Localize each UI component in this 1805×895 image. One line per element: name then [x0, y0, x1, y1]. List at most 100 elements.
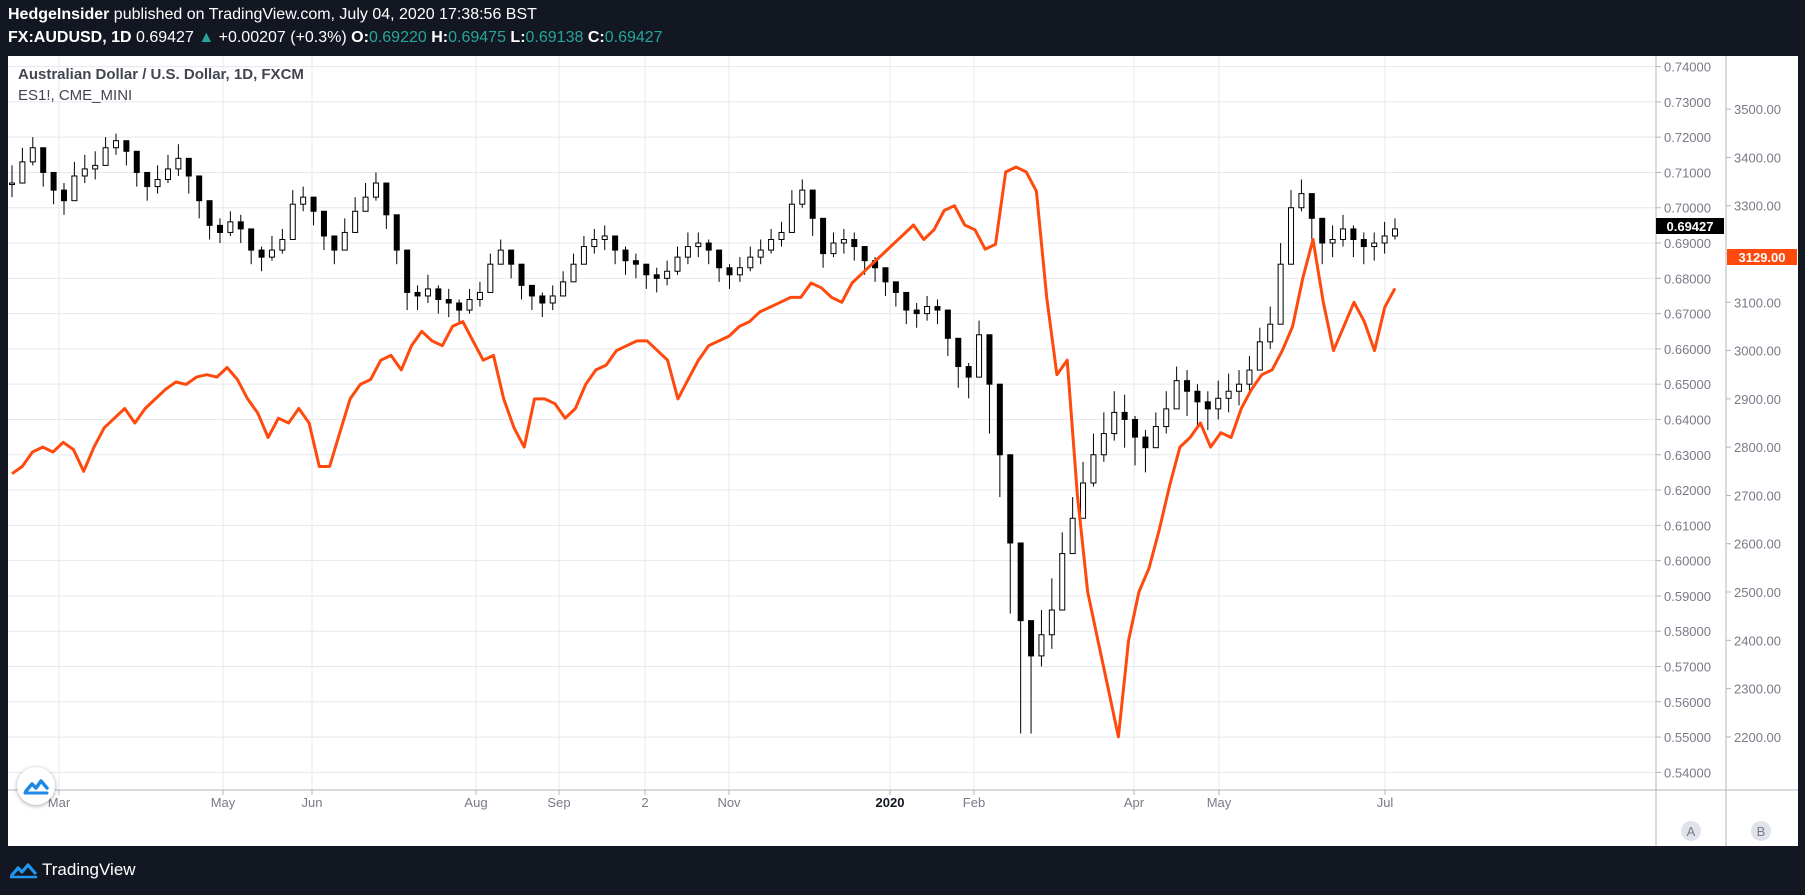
candle: [601, 235, 608, 241]
candle: [840, 239, 847, 244]
low-label: L:: [510, 29, 526, 46]
scale-button-a[interactable]: A: [1681, 821, 1701, 841]
symbol-label[interactable]: FX:AUDUSD, 1D: [8, 29, 132, 46]
candle: [518, 263, 525, 286]
candle: [528, 284, 535, 297]
x-tick-label: Mar: [48, 795, 71, 810]
scale-button-a-bg[interactable]: [1681, 821, 1701, 841]
close-value: 0.69427: [604, 29, 663, 46]
last-price-tag-audusd: 0.69427: [1656, 218, 1724, 234]
legend-overlay-series[interactable]: ES1!, CME_MINI: [18, 87, 133, 104]
candle: [445, 298, 452, 304]
candle: [300, 196, 307, 205]
price-tick-label: 0.54000: [1664, 765, 1711, 780]
candle: [1069, 517, 1076, 555]
price-tick-label: 0.61000: [1664, 518, 1711, 533]
price-tick-label: 0.69000: [1664, 236, 1711, 251]
candle: [705, 242, 712, 251]
candle: [1308, 193, 1315, 219]
candle: [175, 157, 182, 170]
candle: [612, 235, 619, 251]
chart-header: HedgeInsider published on TradingView.co…: [0, 0, 1805, 56]
scale-button-b-bg[interactable]: [1751, 821, 1771, 841]
es-price-tick-label: 3400.00: [1734, 150, 1781, 165]
candle: [903, 291, 910, 311]
candle: [632, 260, 639, 265]
chart-svg[interactable]: 0.74000 0.73000 0.72000 0.71000 0.70000 0.690…: [8, 56, 1798, 846]
price-tick-label: 0.70000: [1664, 201, 1711, 216]
candle: [1184, 380, 1191, 392]
candle: [476, 291, 483, 300]
candle: [913, 309, 920, 315]
candle: [102, 147, 109, 166]
candle: [19, 161, 26, 184]
candle: [1319, 217, 1326, 244]
footer-brand-label[interactable]: TradingView: [42, 860, 136, 879]
candle: [1152, 426, 1159, 449]
candle: [60, 189, 67, 202]
candle: [1142, 436, 1149, 449]
candle: [1163, 408, 1170, 428]
candle: [1256, 341, 1263, 371]
price-tick-label: 0.68000: [1664, 271, 1711, 286]
publisher-name[interactable]: HedgeInsider: [8, 6, 110, 23]
candle: [1340, 228, 1347, 241]
candle: [1267, 323, 1274, 343]
legend-main-series[interactable]: Australian Dollar / U.S. Dollar, 1D, FXC…: [18, 66, 304, 83]
candle: [216, 224, 223, 233]
price-tick-label: 0.56000: [1664, 695, 1711, 710]
candle: [664, 270, 671, 279]
candle: [92, 164, 99, 170]
scale-button-b-label[interactable]: B: [1757, 824, 1766, 839]
es-price-tick-label: 2900.00: [1734, 392, 1781, 407]
candle: [684, 246, 691, 258]
candle: [1204, 401, 1211, 410]
candle: [50, 171, 57, 191]
x-tick-label: Sep: [547, 795, 570, 810]
scale-button-b[interactable]: B: [1751, 821, 1771, 841]
x-tick-label: 2020: [876, 795, 905, 810]
candle: [1298, 193, 1305, 209]
candle: [1371, 242, 1378, 248]
es-price-tick-label: 2700.00: [1734, 488, 1781, 503]
candle: [1017, 542, 1024, 622]
candle: [549, 295, 556, 304]
es1-line: [11, 165, 1397, 739]
price-tick-label: 0.58000: [1664, 624, 1711, 639]
tradingview-badge[interactable]: [17, 767, 55, 805]
candle: [279, 239, 286, 251]
candle: [404, 249, 411, 293]
es-price-tick-label: 3100.00: [1734, 295, 1781, 310]
candle: [341, 231, 348, 251]
open-value: 0.69220: [368, 29, 427, 46]
candle: [799, 189, 806, 205]
chart-area[interactable]: 0.74000 0.73000 0.72000 0.71000 0.70000 0.690…: [8, 56, 1798, 846]
tradingview-logo-icon: [10, 863, 38, 879]
tradingview-cloud-icon: [23, 779, 49, 795]
candle: [289, 203, 296, 240]
candle: [310, 196, 317, 212]
candle: [1059, 553, 1066, 611]
candle: [788, 203, 795, 233]
candle: [653, 274, 660, 279]
candle: [487, 263, 494, 293]
x-tick-label: Feb: [963, 795, 985, 810]
ohlc-line: FX:AUDUSD, 1D 0.69427 ▲ +0.00207 (+0.3%)…: [8, 29, 663, 47]
candle: [383, 182, 390, 216]
scale-button-a-label[interactable]: A: [1687, 824, 1696, 839]
candle: [1236, 383, 1243, 392]
high-label: H:: [431, 29, 449, 46]
price-tick-label: 0.66000: [1664, 342, 1711, 357]
es-price-tick-label: 3300.00: [1734, 199, 1781, 214]
candle: [851, 239, 858, 248]
candle: [643, 263, 650, 276]
footer-brand[interactable]: TradingView: [10, 860, 136, 880]
price-tick-label: 0.63000: [1664, 448, 1711, 463]
es-price-tick-label: 2800.00: [1734, 440, 1781, 455]
candle: [352, 210, 359, 233]
x-tick-label: Aug: [464, 795, 487, 810]
candle: [268, 249, 275, 258]
candle: [206, 200, 213, 226]
es-price-tick-label: 2200.00: [1734, 730, 1781, 745]
candle: [9, 182, 15, 186]
